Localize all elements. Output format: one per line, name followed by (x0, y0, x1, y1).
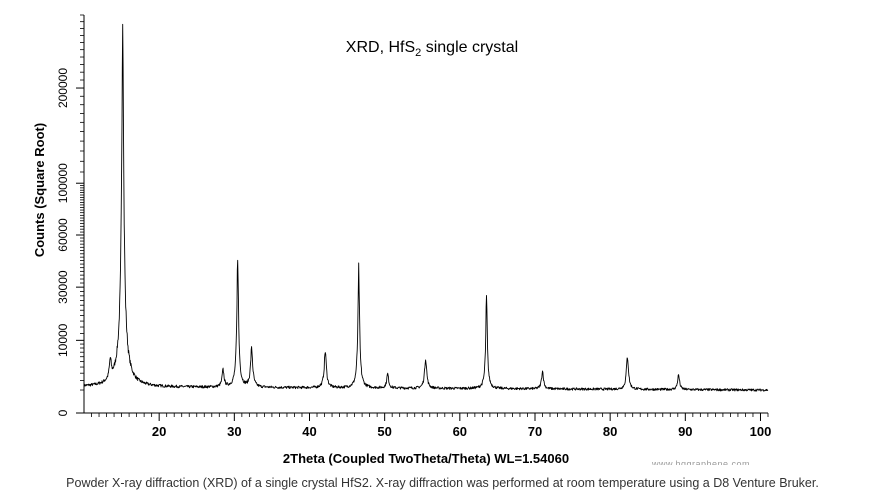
xrd-chart: 0 10000 30000 60000 100000 200000 20 30 40 50 60 7… (32, 14, 771, 466)
x-tick-label: 40 (302, 424, 316, 439)
x-tick-label: 50 (377, 424, 391, 439)
y-tick-label: 100000 (56, 163, 70, 203)
x-tick-label: 90 (678, 424, 692, 439)
x-axis-label: 2Theta (Coupled TwoTheta/Theta) WL=1.540… (283, 451, 569, 466)
x-tick-label: 60 (453, 424, 467, 439)
x-minor-ticks (91, 413, 769, 417)
x-tick-label: 100 (750, 424, 772, 439)
y-tick-label: 60000 (56, 218, 70, 252)
x-ticks: 20 30 40 50 60 70 80 90 100 (152, 413, 771, 439)
x-tick-label: 80 (603, 424, 617, 439)
x-tick-label: 30 (227, 424, 241, 439)
y-tick-label: 30000 (56, 270, 70, 304)
y-tick-label: 0 (56, 409, 70, 416)
y-tick-label: 200000 (56, 68, 70, 108)
y-minor-ticks (80, 14, 84, 391)
watermark: www.hqgraphene.com (652, 459, 751, 465)
x-tick-label: 20 (152, 424, 166, 439)
chart-title-text: XRD, HfS (346, 39, 415, 56)
plot-axes (83, 15, 768, 414)
x-tick-label: 70 (528, 424, 542, 439)
y-axis-label: Counts (Square Root) (32, 123, 47, 257)
y-tick-label: 10000 (56, 323, 70, 357)
xrd-pattern-line (83, 23, 769, 392)
y-ticks: 0 10000 30000 60000 100000 200000 (56, 68, 84, 416)
chart-title-suffix: single crystal (421, 39, 518, 56)
chart-title-subscript: 2 (415, 47, 421, 59)
figure-caption: Powder X-ray diffraction (XRD) of a sing… (66, 476, 819, 490)
chart-title: XRD, HfS2 single crystal (346, 39, 518, 59)
